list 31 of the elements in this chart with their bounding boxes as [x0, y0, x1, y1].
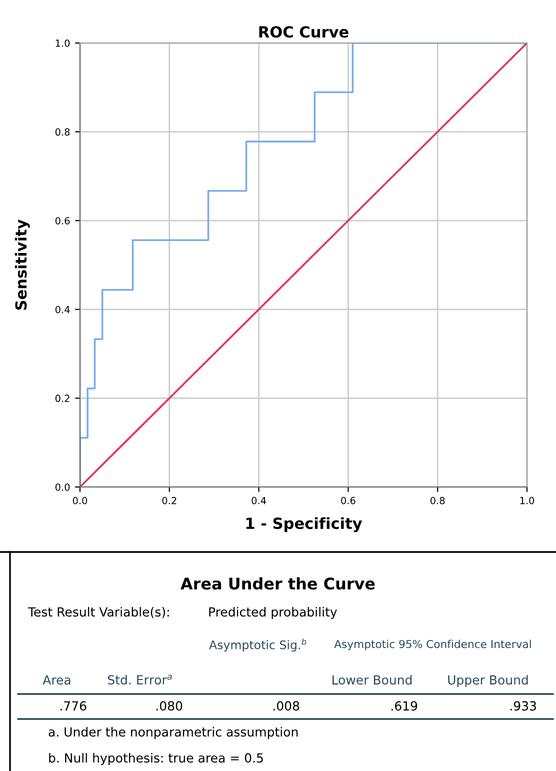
text: Asymptotic Sig.$^{b}$ — [209, 638, 306, 652]
text: Area Under the Curve — [180, 577, 375, 590]
y-tick-label: 1.0 — [56, 39, 70, 47]
y-axis-title: Sensitivity — [14, 219, 30, 310]
text: Lower Bound — [332, 674, 412, 685]
chart-title: ROC Curve — [259, 26, 348, 38]
x-tick-label: 0.8 — [430, 496, 445, 504]
text: a. Under the nonparametric assumption — [48, 726, 298, 740]
text: Test Result Variable(s): — [28, 606, 169, 618]
y-tick-label: 0.4 — [55, 306, 70, 314]
text: Std. Error$^{a}$ — [108, 674, 172, 685]
x-tick-label: 0.6 — [341, 496, 356, 504]
x-axis-title: 1 - Specificity — [246, 517, 362, 532]
text: Upper Bound — [448, 674, 528, 688]
x-tick-label: 0.4 — [252, 496, 266, 504]
x-tick-label: 1.0 — [520, 496, 534, 504]
y-tick-label: 0.8 — [55, 128, 70, 136]
text: .619 — [392, 701, 418, 711]
text: Asymptotic 95% Confidence Interval — [334, 640, 531, 650]
text: .933 — [510, 701, 536, 711]
text: .008 — [274, 701, 300, 711]
x-tick-label: 0.0 — [72, 496, 88, 504]
text: Area — [42, 675, 70, 685]
x-tick-label: 0.2 — [162, 496, 176, 504]
y-tick-label: 0.2 — [55, 394, 70, 402]
text: .080 — [156, 701, 182, 711]
text: .776 — [60, 701, 86, 711]
text: Predicted probability — [209, 606, 337, 620]
text: b. Null hypothesis: true area = 0.5 — [49, 752, 263, 766]
y-tick-label: 0.6 — [55, 217, 70, 224]
y-tick-label: 0.0 — [55, 483, 70, 491]
